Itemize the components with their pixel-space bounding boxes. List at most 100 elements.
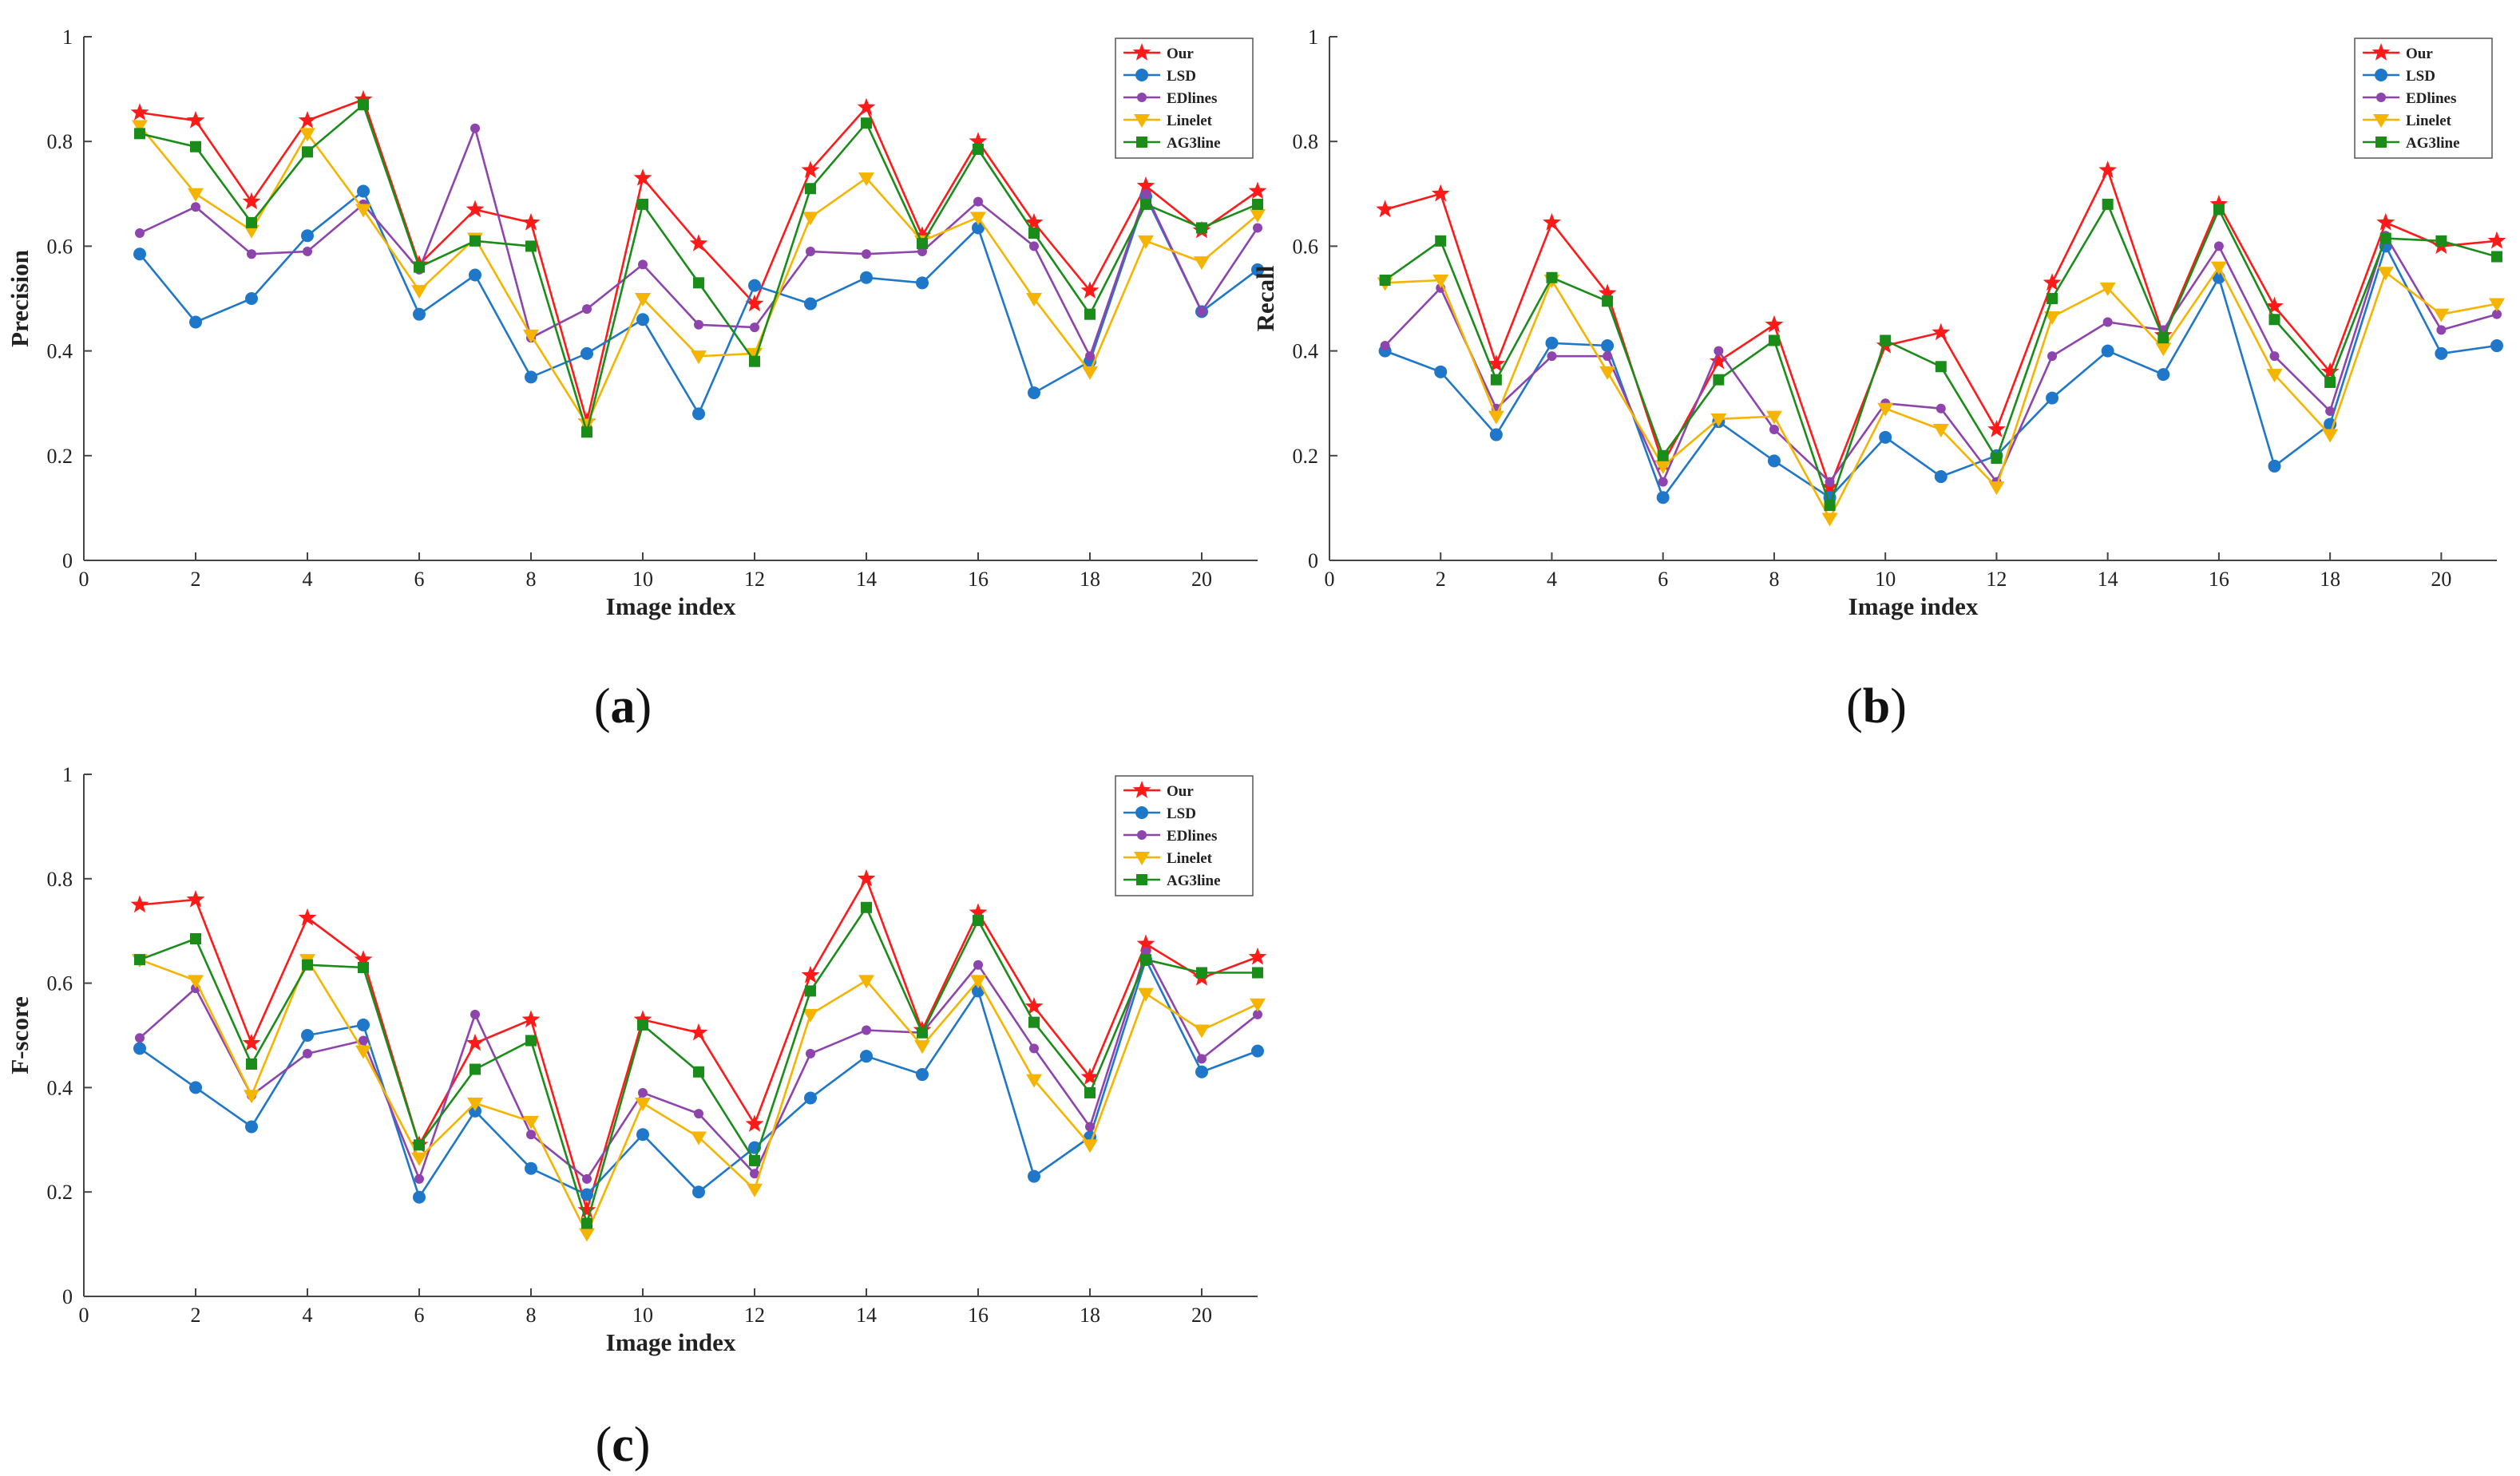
data-point-our: [2487, 231, 2506, 249]
data-point-edlines: [582, 1173, 592, 1184]
data-point-ag3line: [581, 1217, 592, 1229]
data-point-ag3line: [246, 1058, 257, 1070]
data-point-our: [2209, 194, 2229, 212]
legend-marker: [1137, 830, 1147, 840]
data-point-ag3line: [1252, 967, 1263, 979]
data-point-lsd: [245, 292, 258, 305]
data-point-linelet: [2099, 282, 2116, 296]
series-edlines: [1380, 231, 2502, 487]
data-point-ag3line: [134, 954, 145, 966]
x-tick-label: 16: [968, 568, 989, 591]
data-point-edlines: [2102, 317, 2113, 327]
data-point-lsd: [692, 1185, 705, 1199]
data-point-ag3line: [861, 901, 872, 913]
data-point-linelet: [411, 1152, 427, 1166]
data-point-linelet: [188, 188, 204, 202]
data-point-our: [2043, 273, 2062, 291]
data-point-linelet: [2266, 369, 2283, 383]
y-tick-label: 0.8: [1293, 130, 1319, 153]
data-point-edlines: [191, 202, 200, 212]
data-point-linelet: [970, 975, 986, 989]
data-point-lsd: [1028, 1169, 1040, 1183]
data-point-linelet: [1138, 235, 1154, 249]
data-point-lsd: [301, 1029, 314, 1042]
data-point-ag3line: [2491, 251, 2502, 263]
x-tick-label: 4: [303, 1304, 313, 1327]
data-point-lsd: [189, 1081, 202, 1094]
data-point-our: [2265, 296, 2284, 315]
data-point-lsd: [636, 1128, 649, 1142]
data-point-edlines: [135, 1033, 145, 1043]
data-point-lsd: [1195, 1065, 1208, 1078]
data-point-our: [1765, 315, 1784, 333]
data-point-edlines: [973, 196, 983, 207]
data-point-our: [2098, 160, 2118, 178]
data-point-ag3line: [1084, 308, 1096, 320]
data-point-linelet: [1138, 987, 1154, 1002]
data-point-linelet: [2155, 342, 2172, 357]
y-axis-label: F-score: [6, 996, 34, 1074]
data-point-lsd: [525, 370, 537, 384]
data-point-our: [969, 132, 988, 149]
data-point-ag3line: [1935, 361, 1947, 373]
data-point-ag3line: [637, 1019, 648, 1031]
y-tick-label: 1: [62, 763, 73, 786]
data-point-lsd: [245, 1120, 258, 1134]
legend-label: AG3line: [2406, 135, 2460, 152]
data-point-lsd: [860, 271, 873, 284]
data-point-linelet: [747, 1183, 763, 1197]
data-point-our: [242, 1033, 261, 1051]
data-point-ag3line: [1657, 449, 1669, 461]
data-point-ag3line: [749, 355, 760, 367]
data-point-ag3line: [1602, 295, 1614, 307]
y-tick-label: 0.6: [47, 235, 73, 258]
data-point-edlines: [582, 304, 592, 315]
data-point-linelet: [1488, 410, 1504, 425]
data-point-our: [1024, 212, 1044, 231]
data-point-linelet: [1026, 293, 1042, 307]
x-tick-label: 2: [191, 568, 201, 591]
x-tick-label: 18: [1080, 568, 1100, 591]
data-point-our: [1709, 351, 1728, 370]
data-point-ag3line: [2047, 293, 2058, 304]
y-tick-label: 0.2: [47, 1181, 73, 1204]
data-point-edlines: [247, 249, 256, 259]
legend-marker: [1135, 69, 1148, 81]
data-point-our: [1431, 184, 1450, 202]
x-tick-label: 20: [1191, 1304, 1212, 1327]
x-tick-label: 0: [1325, 568, 1335, 591]
data-point-lsd: [2101, 344, 2114, 358]
data-point-ag3line: [2268, 314, 2280, 326]
legend-label: LSD: [2406, 68, 2435, 85]
legend-marker: [2375, 69, 2387, 81]
data-point-ag3line: [2379, 232, 2391, 244]
data-point-linelet: [1821, 512, 1838, 527]
data-point-edlines: [303, 1048, 312, 1059]
data-point-ag3line: [1084, 1086, 1096, 1098]
x-tick-label: 0: [79, 1304, 89, 1327]
x-tick-label: 4: [303, 568, 313, 591]
data-point-linelet: [467, 1098, 483, 1112]
data-point-linelet: [2210, 261, 2227, 275]
x-tick-label: 18: [1080, 1304, 1100, 1327]
data-point-edlines: [359, 1035, 368, 1046]
legend: Our LSD EDlines Linelet AG3line: [2354, 38, 2493, 159]
data-point-lsd: [357, 184, 370, 198]
data-point-edlines: [526, 1130, 536, 1140]
legend-marker: [1132, 43, 1151, 61]
data-point-lsd: [580, 346, 593, 360]
data-point-ag3line: [1028, 1016, 1040, 1028]
data-point-our: [745, 294, 764, 312]
data-point-edlines: [2047, 351, 2058, 362]
data-point-linelet: [299, 128, 315, 142]
data-point-our: [130, 895, 149, 913]
legend-marker: [1134, 114, 1150, 128]
data-point-edlines: [806, 246, 815, 256]
data-point-edlines: [470, 1009, 480, 1019]
data-point-edlines: [1380, 341, 1390, 351]
data-point-ag3line: [2324, 376, 2336, 388]
series-ag3line: [134, 901, 1263, 1229]
x-tick-label: 8: [526, 568, 537, 591]
chart-a: 0 2 4 6 8 10 12 14 16 18 20 0 0.2 0.4 0.6 0.8 1 Image ind…: [6, 26, 1267, 734]
y-tick-label: 0: [1308, 549, 1318, 572]
